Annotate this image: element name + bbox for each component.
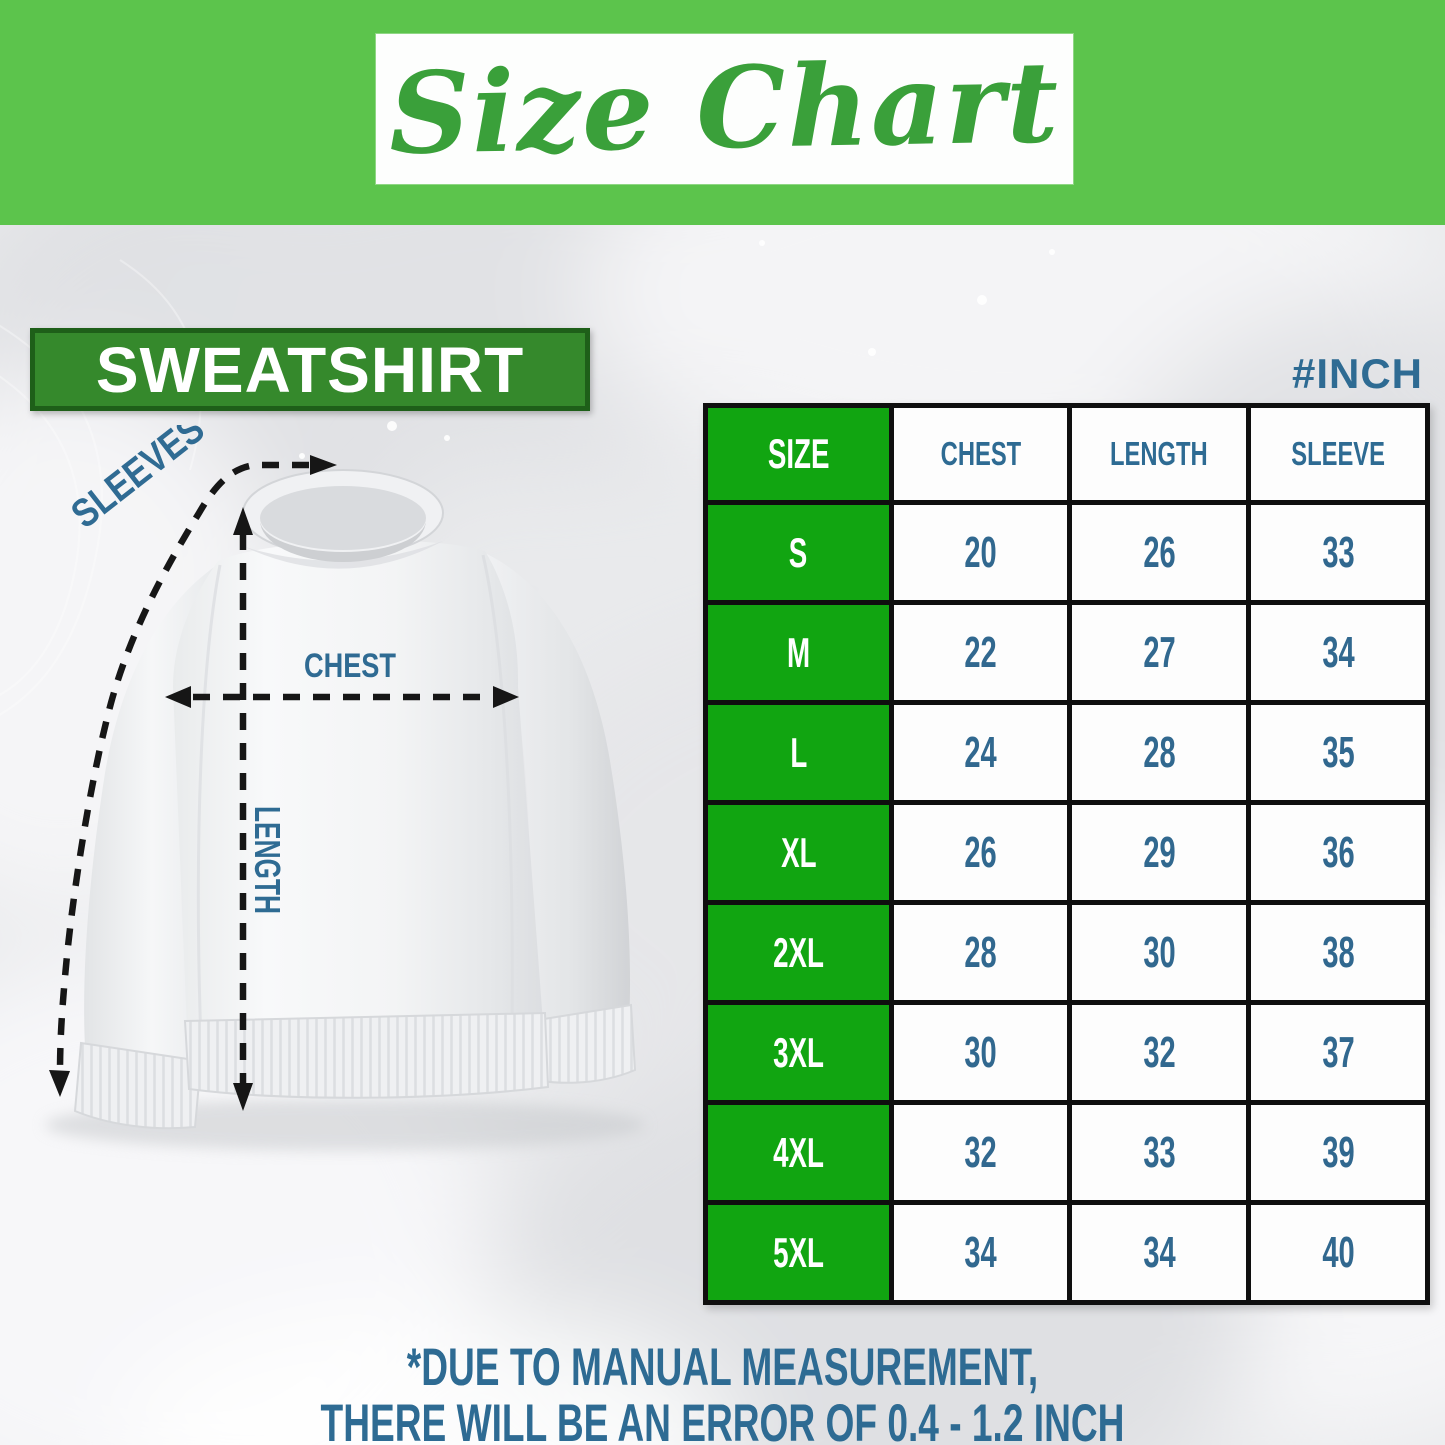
sleeve-cell: 35 [1246, 700, 1430, 805]
sleeve-cell: 37 [1246, 1000, 1430, 1105]
product-label-box: SWEATSHIRT [30, 328, 590, 411]
chest-cell: 24 [889, 700, 1072, 805]
size-cell: XL [703, 800, 894, 905]
size-cell: 4XL [703, 1100, 894, 1205]
product-label: SWEATSHIRT [95, 333, 525, 406]
col-header-length: LENGTH [1067, 403, 1251, 505]
sleeve-cell: 39 [1246, 1100, 1430, 1205]
disclaimer-line-2: THERE WILL BE AN ERROR OF 0.4 - 1.2 INCH [320, 1394, 1125, 1445]
length-cell: 26 [1067, 500, 1251, 605]
length-cell: 27 [1067, 600, 1251, 705]
table-row-5xl: 5XL 34 34 40 [703, 1200, 1430, 1305]
sleeve-cell: 33 [1246, 500, 1430, 605]
size-cell: 5XL [703, 1200, 894, 1305]
sleeve-cell: 40 [1246, 1200, 1430, 1305]
table-header-row: SIZE CHEST LENGTH SLEEVE [703, 403, 1430, 505]
size-table: SIZE CHEST LENGTH SLEEVE S 20 26 33 M 22… [703, 403, 1430, 1305]
size-cell: M [703, 600, 894, 705]
table-row-3xl: 3XL 30 32 37 [703, 1000, 1430, 1105]
chest-cell: 34 [889, 1200, 1072, 1305]
length-cell: 28 [1067, 700, 1251, 805]
length-cell: 33 [1067, 1100, 1251, 1205]
measurement-disclaimer: *DUE TO MANUAL MEASUREMENT, THERE WILL B… [0, 1338, 1445, 1445]
table-row-l: L 24 28 35 [703, 700, 1430, 805]
chest-cell: 28 [889, 900, 1072, 1005]
sleeves-measure-arrow [56, 461, 309, 1074]
length-cell: 32 [1067, 1000, 1251, 1105]
arrowheads [49, 455, 519, 1111]
shirt-body [173, 469, 550, 1099]
sweatshirt-illustration: SLEEVES CHEST LENGTH [15, 407, 695, 1165]
length-cell: 30 [1067, 900, 1251, 1005]
page-title: Size Chart [387, 37, 1062, 180]
header-band: Size Chart [0, 0, 1445, 225]
sleeve-cell: 36 [1246, 800, 1430, 905]
table-row-s: S 20 26 33 [703, 500, 1430, 605]
disclaimer-line-1: *DUE TO MANUAL MEASUREMENT, [406, 1338, 1039, 1397]
unit-label: #INCH [1291, 350, 1423, 397]
table-row-xl: XL 26 29 36 [703, 800, 1430, 905]
size-cell: 3XL [703, 1000, 894, 1105]
length-label: LENGTH [247, 806, 288, 914]
table-row-4xl: 4XL 32 33 39 [703, 1100, 1430, 1205]
table-row-m: M 22 27 34 [703, 600, 1430, 705]
col-header-size: SIZE [703, 403, 894, 505]
size-cell: S [703, 500, 894, 605]
sleeve-cell: 34 [1246, 600, 1430, 705]
length-cell: 29 [1067, 800, 1251, 905]
chest-label: CHEST [304, 647, 396, 685]
chest-cell: 26 [889, 800, 1072, 905]
sleeve-cell: 38 [1246, 900, 1430, 1005]
chest-cell: 20 [889, 500, 1072, 605]
col-header-chest: CHEST [889, 403, 1072, 505]
length-cell: 34 [1067, 1200, 1251, 1305]
chest-cell: 22 [889, 600, 1072, 705]
chest-cell: 30 [889, 1000, 1072, 1105]
sleeves-label: SLEEVES [63, 425, 212, 537]
size-cell: L [703, 700, 894, 805]
chest-cell: 32 [889, 1100, 1072, 1205]
col-header-sleeve: SLEEVE [1246, 403, 1430, 505]
size-cell: 2XL [703, 900, 894, 1005]
title-box: Size Chart [375, 33, 1074, 185]
table-row-2xl: 2XL 28 30 38 [703, 900, 1430, 1005]
